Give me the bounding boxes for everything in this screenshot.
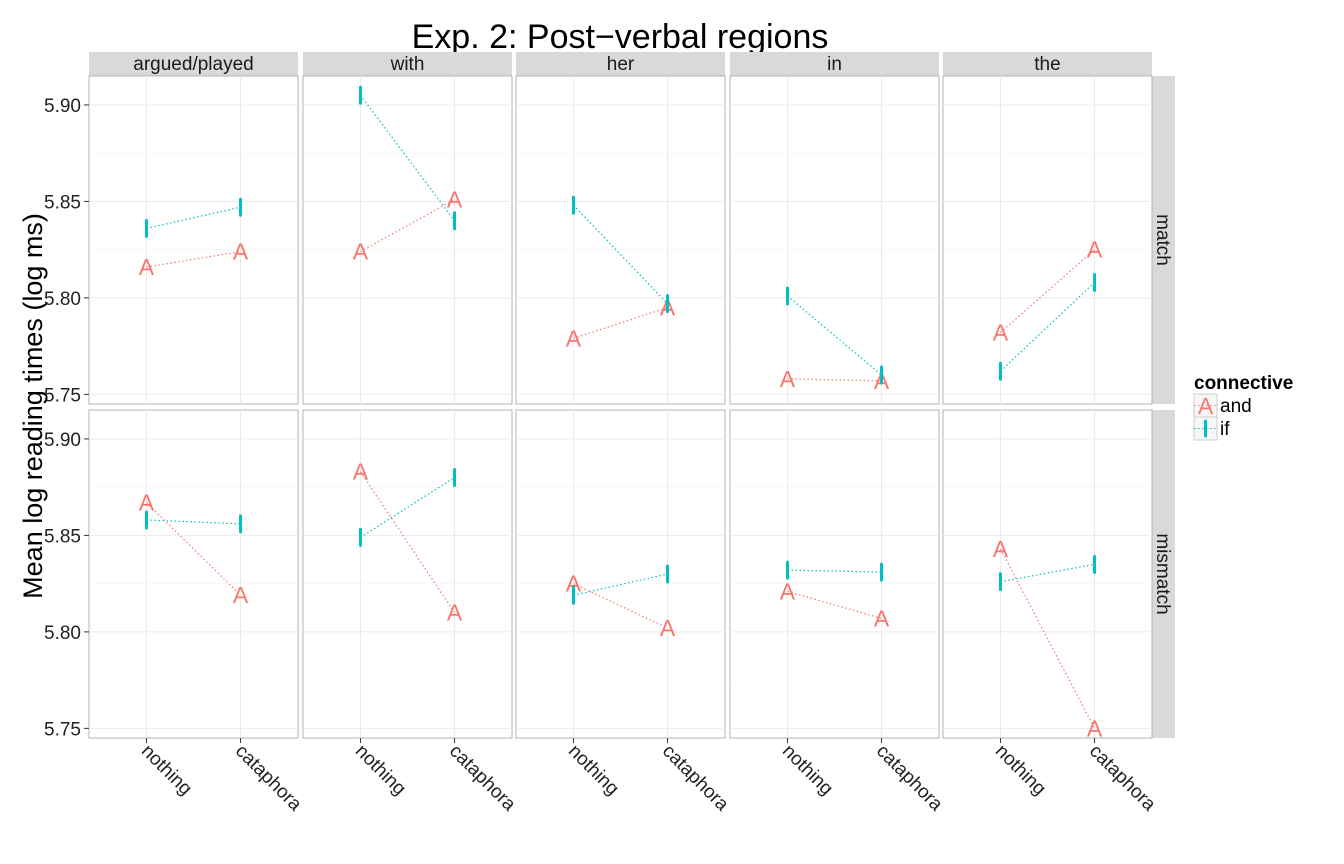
y-tick-label: 5.80 bbox=[44, 623, 81, 644]
series-line bbox=[573, 204, 668, 305]
data-point: A bbox=[233, 239, 249, 265]
data-point: A bbox=[447, 600, 463, 626]
column-strip-label: in bbox=[827, 54, 842, 75]
series-line bbox=[573, 583, 668, 629]
x-tick-label: cataphora bbox=[872, 741, 947, 816]
data-point: A bbox=[447, 186, 463, 212]
series-line bbox=[359, 471, 456, 613]
panel-frame bbox=[942, 75, 1153, 405]
column-strip-label: with bbox=[390, 54, 425, 75]
data-point: A bbox=[353, 459, 369, 485]
facet-panels: argued/played with her in thematchmismatchAA… bbox=[44, 52, 1175, 816]
data-point: A bbox=[1087, 237, 1103, 263]
facet-panel: AA bbox=[515, 75, 726, 405]
strip-bg bbox=[1150, 76, 1175, 404]
legend-key-symbol: A bbox=[1198, 393, 1214, 419]
facet-panel: A A 5.75 5.80 5.85 5.90 bbox=[44, 75, 299, 406]
series-line bbox=[360, 477, 455, 538]
x-tick-label: nothing bbox=[778, 741, 837, 800]
chart-title: Exp. 2: Post−verbal regions bbox=[412, 18, 829, 56]
data-point: A bbox=[874, 605, 890, 631]
data-point: A bbox=[353, 239, 369, 265]
x-tick-label: cataphora bbox=[231, 741, 306, 816]
panel-frame bbox=[88, 409, 299, 739]
data-point: A bbox=[780, 366, 796, 392]
legend-title: connective bbox=[1194, 373, 1293, 394]
strip-bg bbox=[303, 52, 512, 76]
y-tick-label: 5.90 bbox=[44, 430, 81, 451]
panel-frame bbox=[515, 75, 726, 405]
x-tick-label: nothing bbox=[564, 741, 623, 800]
panel-frame bbox=[729, 75, 940, 405]
strip-bg bbox=[1150, 410, 1175, 738]
series-line bbox=[787, 295, 882, 376]
y-tick-label: 5.90 bbox=[44, 96, 81, 117]
strip-bg bbox=[943, 52, 1152, 76]
facet-panel: A A 5.75 5.80 5.85 5.90 nothing cataphora bbox=[44, 409, 306, 816]
facet-panel: AA bbox=[302, 75, 513, 405]
row-strip-label: mismatch bbox=[1152, 533, 1173, 614]
panel-frame bbox=[302, 75, 513, 405]
series-line bbox=[1000, 249, 1095, 334]
panel-frame bbox=[729, 409, 940, 739]
panel-frame bbox=[942, 409, 1153, 739]
series-line bbox=[787, 590, 882, 619]
facet-panel: AA bbox=[729, 75, 940, 405]
series-line bbox=[999, 548, 1096, 729]
series-line bbox=[573, 306, 668, 339]
data-point: A bbox=[993, 536, 1009, 562]
panel-frame bbox=[302, 409, 513, 739]
data-point: A bbox=[233, 582, 249, 608]
panel-frame bbox=[88, 75, 299, 405]
strip-bg bbox=[516, 52, 725, 76]
facet-panel: AA bbox=[942, 75, 1153, 405]
series-line bbox=[573, 573, 668, 596]
y-tick-label: 5.75 bbox=[44, 719, 81, 740]
column-strip-label: her bbox=[607, 54, 635, 75]
data-point: A bbox=[566, 571, 582, 597]
x-tick-label: cataphora bbox=[1085, 741, 1160, 816]
legend-label: if bbox=[1220, 419, 1230, 440]
x-tick-label: nothing bbox=[991, 741, 1050, 800]
x-tick-label: nothing bbox=[137, 741, 196, 800]
y-tick-label: 5.80 bbox=[44, 289, 81, 310]
x-tick-label: cataphora bbox=[658, 741, 733, 816]
series-line bbox=[146, 206, 241, 230]
data-point: A bbox=[139, 490, 155, 516]
x-tick-label: cataphora bbox=[445, 741, 520, 816]
column-strip-label: the bbox=[1034, 54, 1060, 75]
y-axis-label: Mean log reading times (log ms) bbox=[18, 213, 48, 599]
strip-bg bbox=[89, 52, 298, 76]
y-tick-label: 5.85 bbox=[44, 192, 81, 213]
data-point: A bbox=[139, 254, 155, 280]
legend-label: and bbox=[1220, 396, 1252, 417]
strip-bg bbox=[730, 52, 939, 76]
data-point: A bbox=[993, 320, 1009, 346]
y-tick-label: 5.85 bbox=[44, 526, 81, 547]
y-tick-label: 5.75 bbox=[44, 385, 81, 406]
row-strip-label: match bbox=[1152, 214, 1173, 266]
x-tick-label: nothing bbox=[351, 741, 410, 800]
column-strip-label: argued/played bbox=[133, 54, 253, 75]
data-point: A bbox=[780, 578, 796, 604]
series-line bbox=[1000, 282, 1095, 372]
panel-frame bbox=[515, 409, 726, 739]
data-point: A bbox=[660, 615, 676, 641]
data-point: A bbox=[1087, 715, 1103, 741]
data-point: A bbox=[566, 325, 582, 351]
